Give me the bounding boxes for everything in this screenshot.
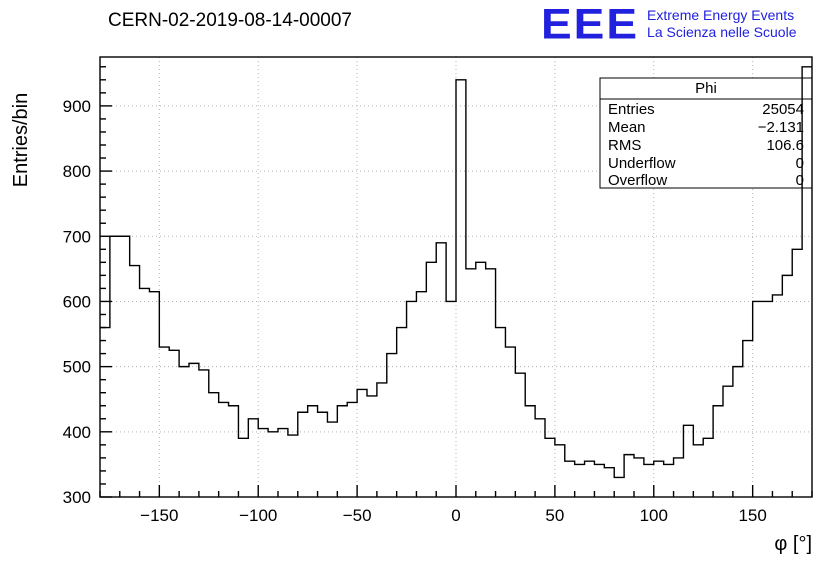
stats-value-overflow: 0 [796, 172, 804, 189]
y-tick-label: 900 [63, 97, 91, 116]
x-axis-title: φ [°] [774, 533, 812, 555]
x-tick-label: 50 [545, 506, 564, 525]
axes [99, 56, 813, 498]
x-tick-label: −150 [140, 506, 178, 525]
eee-logo-line1: Extreme Energy Events [647, 7, 795, 23]
stats-label-mean: Mean [608, 119, 646, 136]
stats-box: Phi Entries 25054 Mean −2.131 RMS 106.6 … [599, 77, 813, 189]
histogram-series [100, 66, 812, 479]
eee-logo-text: Extreme Energy Events La Scienza nelle S… [647, 7, 796, 41]
y-tick-label: 700 [63, 227, 91, 246]
chart-title: CERN-02-2019-08-14-00007 [108, 10, 352, 31]
stats-label-underflow: Underflow [608, 155, 676, 172]
stats-value-entries: 25054 [762, 101, 804, 118]
stats-label-rms: RMS [608, 137, 641, 154]
y-tick-label: 400 [63, 423, 91, 442]
eee-logo-line2: La Scienza nelle Scuole [647, 24, 797, 40]
x-tick-label: 100 [640, 506, 668, 525]
histogram-line [100, 66, 812, 479]
stats-box-frame [599, 77, 813, 189]
y-tick-label: 600 [63, 292, 91, 311]
stats-title: Phi [695, 80, 717, 97]
stats-value-mean: −2.131 [758, 119, 804, 136]
x-tick-label: 0 [451, 506, 460, 525]
eee-logo-icon: EEE [541, 0, 640, 48]
y-tick-label: 800 [63, 162, 91, 181]
eee-logo: EEE Extreme Energy Events La Scienza nel… [541, 0, 796, 48]
y-tick-label: 300 [63, 488, 91, 507]
stats-value-underflow: 0 [796, 155, 804, 172]
tick-labels: −150 −100 −50 0 50 100 150 300 400 500 600 700 800 90… [63, 97, 767, 525]
y-tick-label: 500 [63, 358, 91, 377]
y-axis-title: Entries/bin [10, 93, 32, 188]
stats-label-overflow: Overflow [608, 172, 667, 189]
x-tick-label: 150 [738, 506, 766, 525]
x-tick-label: −100 [239, 506, 277, 525]
stats-label-entries: Entries [608, 101, 655, 118]
x-tick-label: −50 [343, 506, 372, 525]
stats-value-rms: 106.6 [766, 137, 804, 154]
